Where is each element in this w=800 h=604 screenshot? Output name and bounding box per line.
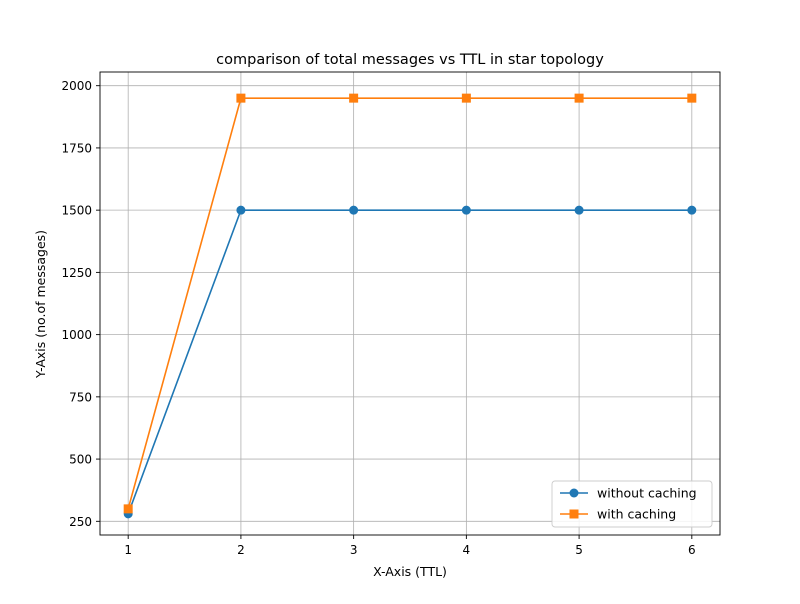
x-tick-label: 4 xyxy=(463,543,471,557)
data-point xyxy=(461,93,471,103)
series-line xyxy=(127,209,692,515)
x-tick-label: 5 xyxy=(575,543,583,557)
legend-label: with caching xyxy=(597,507,676,522)
y-axis-label: Y-Axis (no.of messages) xyxy=(33,230,48,379)
legend-item: with caching xyxy=(560,507,676,522)
data-point xyxy=(123,504,133,514)
series-line xyxy=(127,97,692,510)
y-tick-label: 1500 xyxy=(61,204,92,218)
data-point xyxy=(461,205,471,215)
y-tick-label: 500 xyxy=(69,453,92,467)
legend-marker xyxy=(569,488,579,498)
data-point xyxy=(574,205,584,215)
plot-frame xyxy=(99,71,721,536)
x-tick-label: 1 xyxy=(124,543,132,557)
x-tick-label: 6 xyxy=(688,543,696,557)
x-axis-label: X-Axis (TTL) xyxy=(373,564,447,579)
y-tick-label: 2000 xyxy=(61,79,92,93)
axes: 1 2 3 4 5 6 250 500 750 1000 1250 1500 1750 2000 xyxy=(61,71,721,557)
y-tick-label: 1750 xyxy=(61,141,92,155)
data-point xyxy=(236,205,246,215)
legend-marker xyxy=(569,509,579,519)
x-tick-label: 3 xyxy=(350,543,358,557)
legend-label: without caching xyxy=(597,486,697,501)
x-tick-label: 2 xyxy=(237,543,245,557)
y-tick-label: 250 xyxy=(69,515,92,529)
data-point xyxy=(687,205,697,215)
data-point xyxy=(574,93,584,103)
data-point xyxy=(687,93,697,103)
series-with-caching xyxy=(123,93,697,514)
y-tick-label: 1250 xyxy=(61,266,92,280)
y-tick-label: 1000 xyxy=(61,328,92,342)
legend-item: without caching xyxy=(560,486,697,501)
y-tick-label: 750 xyxy=(69,390,92,404)
grid xyxy=(100,72,720,535)
series-layer xyxy=(123,93,697,519)
data-point xyxy=(236,93,246,103)
data-point xyxy=(349,205,359,215)
chart-title: comparison of total messages vs TTL in s… xyxy=(216,52,604,68)
data-point xyxy=(349,93,359,103)
legend: without caching with caching xyxy=(551,480,713,528)
legend-box xyxy=(551,480,713,528)
